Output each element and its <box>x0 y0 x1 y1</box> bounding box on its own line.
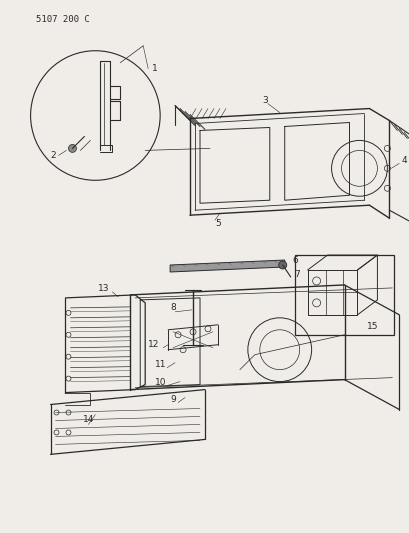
Text: 4: 4 <box>400 156 406 165</box>
Text: 8: 8 <box>170 303 175 312</box>
Text: 5: 5 <box>214 219 220 228</box>
Text: 15: 15 <box>366 322 377 332</box>
Text: 3: 3 <box>261 96 267 105</box>
Text: 1: 1 <box>152 64 157 73</box>
Circle shape <box>278 261 286 269</box>
Circle shape <box>68 144 76 152</box>
Text: 2: 2 <box>50 151 56 160</box>
Text: 5107 200 C: 5107 200 C <box>36 15 89 24</box>
Bar <box>294 255 393 335</box>
Text: 6: 6 <box>292 255 298 264</box>
Text: 10: 10 <box>155 378 166 387</box>
Polygon shape <box>170 260 284 272</box>
Text: 12: 12 <box>148 340 159 349</box>
Text: 7: 7 <box>294 270 300 279</box>
Text: 9: 9 <box>170 395 175 404</box>
Circle shape <box>31 51 160 180</box>
Text: 11: 11 <box>155 360 166 369</box>
Text: 14: 14 <box>83 415 94 424</box>
Text: 13: 13 <box>98 285 110 294</box>
